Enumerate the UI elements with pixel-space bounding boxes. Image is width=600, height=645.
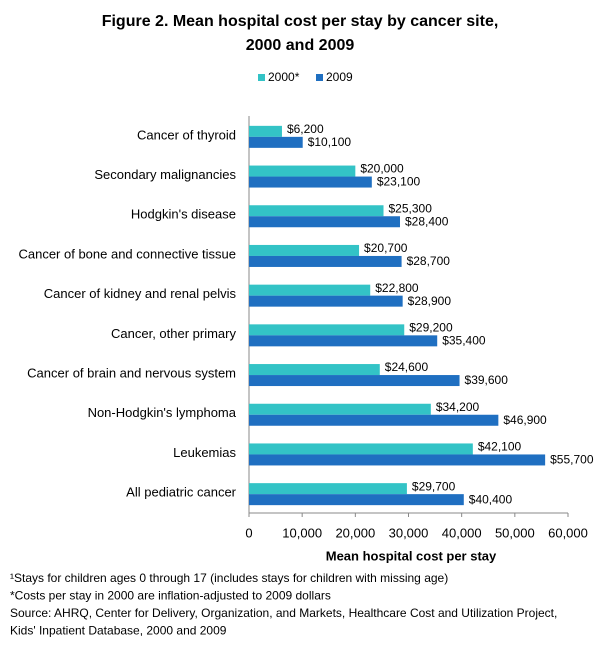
y-tick-label: Cancer, other primary [111,326,236,341]
value-label: $20,700 [364,241,408,255]
value-label: $46,900 [503,413,547,427]
value-label: $20,000 [360,162,404,176]
value-label: $29,200 [409,321,453,335]
value-label: $40,400 [469,492,513,506]
bar [249,454,546,466]
value-label: $28,400 [405,214,449,228]
y-tick-label: Non-Hodgkin's lymphoma [88,405,237,420]
bar [249,364,380,376]
footnote: *Costs per stay in 2000 are inflation-ad… [10,589,331,603]
footnote: ¹Stays for children ages 0 through 17 (i… [10,571,448,585]
y-tick-label: Cancer of bone and connective tissue [18,246,236,261]
x-tick-label: 30,000 [389,525,429,540]
value-label: $42,100 [478,440,522,454]
value-label: $10,100 [308,135,352,149]
value-label: $55,700 [550,453,594,467]
bar [249,324,405,336]
bar [249,295,403,307]
value-label: $34,200 [436,400,480,414]
legend-swatch [258,74,265,81]
bar [249,244,360,256]
bar [249,443,473,455]
bar [249,335,438,347]
value-label: $35,400 [442,334,486,348]
footnote: Source: AHRQ, Center for Delivery, Organ… [10,606,557,620]
bar [249,483,407,495]
value-label: $29,700 [412,479,456,493]
bar [249,255,402,267]
bar [249,375,460,387]
legend-label: 2000* [268,70,300,84]
bar [249,125,282,137]
bar [249,136,303,148]
y-tick-label: Cancer of thyroid [137,127,236,142]
x-tick-label: 0 [245,525,252,540]
y-tick-label: Secondary malignancies [94,167,236,182]
bar [249,216,400,228]
value-label: $39,600 [465,373,509,387]
y-tick-label: Cancer of kidney and renal pelvis [44,286,237,301]
bar [249,205,384,217]
x-tick-label: 40,000 [442,525,482,540]
value-label: $22,800 [375,281,419,295]
chart-subtitle: 2000 and 2009 [246,37,355,54]
y-tick-label: Cancer of brain and nervous system [27,365,236,380]
value-label: $28,700 [407,254,451,268]
x-tick-label: 20,000 [335,525,375,540]
value-label: $24,600 [385,360,429,374]
value-label: $28,900 [408,294,452,308]
bar [249,403,431,415]
value-label: $25,300 [389,201,433,215]
y-tick-label: Hodgkin's disease [131,207,236,222]
bar [249,494,464,506]
legend-label: 2009 [326,70,353,84]
y-tick-label: Leukemias [173,445,236,460]
chart-title: Figure 2. Mean hospital cost per stay by… [102,13,499,30]
footnote: Kids' Inpatient Database, 2000 and 2009 [10,624,227,638]
bar [249,284,371,296]
value-label: $6,200 [287,122,324,136]
x-tick-label: 60,000 [548,525,588,540]
x-tick-label: 10,000 [282,525,322,540]
x-tick-label: 50,000 [495,525,535,540]
x-axis-title: Mean hospital cost per stay [326,548,497,563]
bar [249,176,372,188]
legend-swatch [316,74,323,81]
bar [249,165,356,177]
y-tick-label: All pediatric cancer [126,485,236,500]
value-label: $23,100 [377,175,421,189]
bar [249,414,499,426]
